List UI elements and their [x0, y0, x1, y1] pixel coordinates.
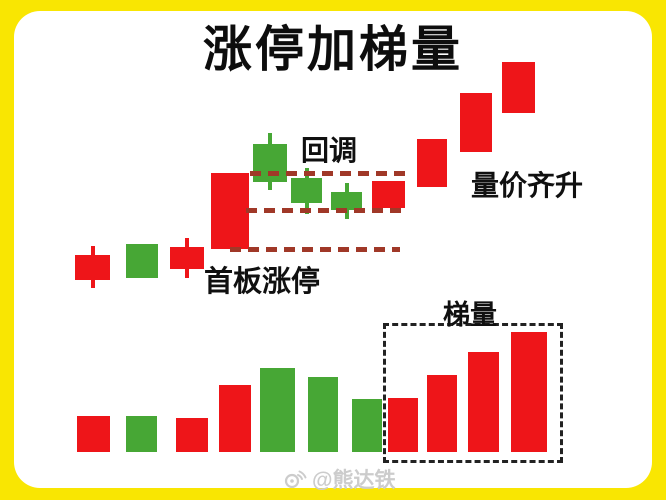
volume-bar-up: [176, 418, 208, 452]
label-step-volume: 梯量: [443, 300, 497, 330]
candle-body-up: [211, 173, 249, 249]
label-first-limit-up: 首板涨停: [204, 266, 321, 298]
weibo-eye-icon: [284, 470, 307, 489]
volume-bar-up: [427, 375, 457, 452]
candle-body-down: [126, 244, 158, 278]
volume-bar-up: [468, 352, 499, 452]
candle-body-down: [253, 144, 287, 182]
candle-body-up: [502, 62, 535, 113]
candle-body-up: [417, 139, 447, 187]
volume-bar-down: [308, 377, 338, 452]
watermark-handle: @熊达铁: [312, 469, 396, 492]
volume-bar-down: [260, 368, 295, 452]
step-volume-dashed-box: [383, 323, 563, 463]
candle-body-down: [331, 192, 362, 210]
candle-body-up: [170, 247, 204, 269]
volume-bar-up: [511, 332, 547, 452]
volume-bar-up: [388, 398, 418, 452]
page-title: 涨停加梯量: [202, 22, 463, 77]
candle-body-up: [372, 181, 405, 208]
volume-bar-down: [126, 416, 157, 452]
candle-body-up: [460, 93, 492, 152]
label-volume-price-rise: 量价齐升: [471, 170, 584, 201]
dashed-support-line: [230, 247, 400, 252]
watermark: @熊达铁: [283, 464, 395, 494]
volume-bar-up: [77, 416, 110, 452]
candle-body-down: [291, 178, 322, 203]
volume-bar-down: [352, 399, 382, 452]
volume-bar-up: [219, 385, 251, 452]
dashed-support-line: [250, 171, 408, 176]
dashed-support-line: [246, 208, 406, 213]
label-pullback: 回调: [301, 135, 358, 166]
candle-body-up: [75, 255, 110, 280]
